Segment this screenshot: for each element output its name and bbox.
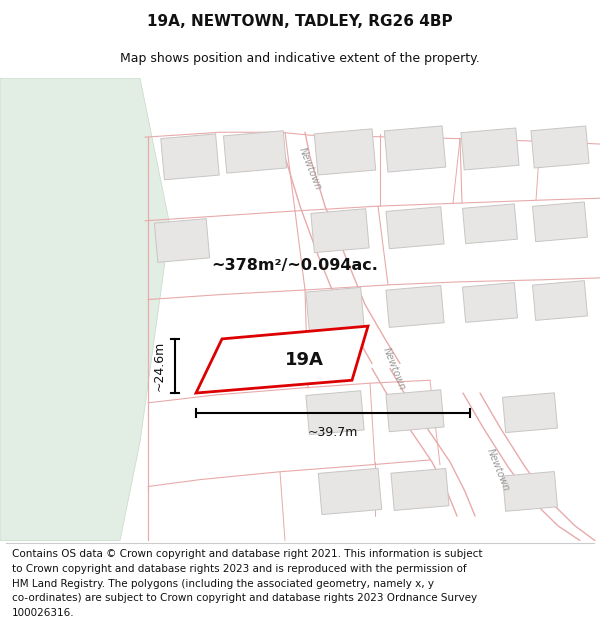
Polygon shape [384, 126, 446, 172]
Polygon shape [533, 202, 587, 242]
Polygon shape [311, 209, 369, 252]
Polygon shape [0, 78, 170, 541]
Text: co-ordinates) are subject to Crown copyright and database rights 2023 Ordnance S: co-ordinates) are subject to Crown copyr… [12, 593, 477, 603]
Polygon shape [223, 131, 287, 173]
Text: Newtown: Newtown [485, 447, 511, 493]
Text: Newtown: Newtown [381, 346, 407, 391]
Polygon shape [391, 469, 449, 511]
Polygon shape [463, 204, 517, 244]
Polygon shape [196, 326, 368, 393]
Polygon shape [386, 207, 444, 249]
Polygon shape [154, 219, 209, 262]
Polygon shape [503, 393, 557, 432]
Text: ~378m²/~0.094ac.: ~378m²/~0.094ac. [212, 258, 379, 272]
Polygon shape [306, 288, 364, 331]
Polygon shape [503, 471, 557, 511]
Polygon shape [161, 134, 219, 180]
Polygon shape [531, 126, 589, 168]
Polygon shape [314, 129, 376, 175]
Polygon shape [318, 468, 382, 514]
Polygon shape [386, 390, 444, 432]
Text: ~24.6m: ~24.6m [152, 341, 166, 391]
Polygon shape [533, 281, 587, 321]
Text: Contains OS data © Crown copyright and database right 2021. This information is : Contains OS data © Crown copyright and d… [12, 549, 482, 559]
Polygon shape [386, 286, 444, 328]
Polygon shape [306, 391, 364, 434]
Text: to Crown copyright and database rights 2023 and is reproduced with the permissio: to Crown copyright and database rights 2… [12, 564, 467, 574]
Text: 19A: 19A [285, 351, 324, 369]
Text: 19A, NEWTOWN, TADLEY, RG26 4BP: 19A, NEWTOWN, TADLEY, RG26 4BP [147, 14, 453, 29]
Text: Newtown: Newtown [297, 146, 323, 191]
Text: Map shows position and indicative extent of the property.: Map shows position and indicative extent… [120, 52, 480, 65]
Text: 100026316.: 100026316. [12, 608, 74, 618]
Text: ~39.7m: ~39.7m [308, 426, 358, 439]
Text: HM Land Registry. The polygons (including the associated geometry, namely x, y: HM Land Registry. The polygons (includin… [12, 579, 434, 589]
Polygon shape [461, 128, 519, 170]
Polygon shape [463, 282, 517, 322]
